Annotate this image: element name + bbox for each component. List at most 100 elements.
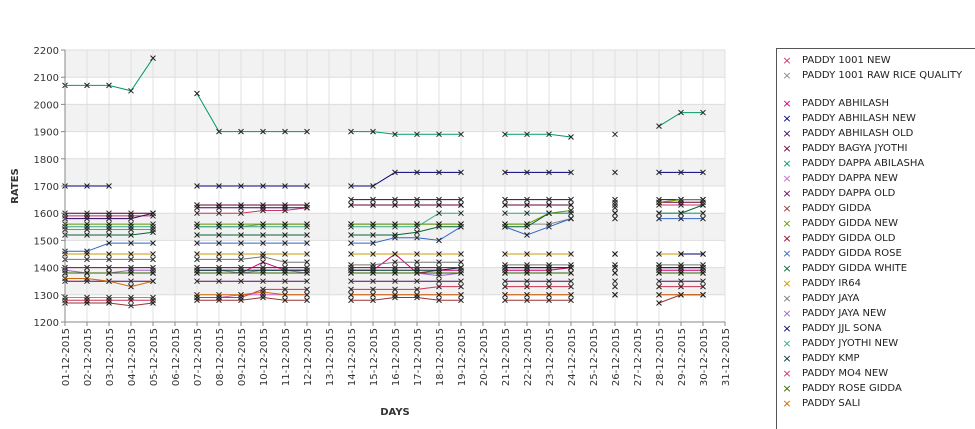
data-point: [458, 131, 464, 138]
data-point: [502, 131, 508, 138]
data-point: [304, 223, 310, 230]
x-tick-label: 27-12-2015: [633, 328, 644, 386]
data-point: [194, 291, 200, 298]
data-point: [568, 210, 574, 217]
legend-label: PADDY ROSE GIDDA: [802, 383, 902, 394]
data-point: [194, 210, 200, 217]
data-point: [348, 262, 354, 268]
data-point: [260, 270, 266, 276]
legend-label: PADDY JYOTHI NEW: [802, 338, 899, 349]
data-point: [304, 297, 310, 304]
data-point: [194, 202, 200, 208]
data-point: [568, 297, 574, 304]
data-point: [216, 232, 222, 238]
data-point: [414, 278, 420, 285]
y-tick-label: 1500: [34, 236, 59, 247]
data-point: [348, 240, 354, 246]
data-point: [678, 270, 684, 276]
data-point: [106, 210, 112, 217]
data-point: [458, 297, 464, 304]
legend: × PADDY 1001 NEW × PADDY 1001 RAW RICE QUAL…: [776, 48, 975, 429]
y-tick-label: 1200: [34, 318, 59, 329]
data-point: [128, 240, 134, 246]
data-point: [238, 270, 244, 276]
legend-marker: ×: [782, 277, 792, 290]
data-point: [436, 196, 442, 203]
legend-label: PADDY DAPPA OLD: [802, 188, 896, 199]
data-point: [84, 297, 90, 304]
data-point: [524, 251, 530, 257]
data-point: [194, 183, 200, 189]
axes: [61, 49, 726, 326]
data-point: [700, 278, 706, 285]
data-point: [524, 196, 530, 203]
data-point: [194, 278, 200, 285]
data-point: [216, 202, 222, 208]
data-point: [216, 240, 222, 246]
data-point: [436, 223, 442, 230]
data-point: [656, 300, 662, 306]
legend-label: PADDY JAYA: [802, 293, 860, 304]
legend-marker: ×: [782, 382, 792, 395]
data-point: [106, 183, 112, 189]
data-point: [238, 240, 244, 246]
data-point: [150, 55, 156, 62]
data-point: [370, 240, 376, 246]
data-point: [348, 286, 354, 293]
legend-label: PADDY 1001 RAW RICE QUALITY: [802, 70, 963, 81]
y-tick-label: 1300: [34, 291, 59, 302]
data-point: [282, 128, 288, 135]
data-point: [128, 251, 134, 257]
data-point: [656, 123, 662, 130]
data-point: [128, 87, 134, 94]
data-point: [546, 196, 552, 203]
data-point: [436, 237, 442, 244]
data-point: [370, 223, 376, 230]
data-point: [282, 259, 288, 266]
data-point: [216, 183, 222, 189]
data-point: [612, 210, 618, 217]
data-point: [106, 223, 112, 230]
data-point: [282, 223, 288, 230]
data-point: [502, 223, 508, 230]
data-point: [348, 278, 354, 285]
data-point: [304, 251, 310, 257]
data-point: [700, 196, 706, 203]
legend-label: PADDY GIDDA: [802, 203, 872, 214]
data-point: [260, 202, 266, 208]
data-point: [150, 278, 156, 285]
data-point: [612, 283, 618, 290]
data-point: [106, 270, 112, 276]
data-point: [568, 215, 574, 222]
data-point: [238, 256, 244, 263]
data-point: [678, 264, 684, 271]
data-point: [568, 291, 574, 298]
data-point: [502, 278, 508, 285]
data-point: [700, 210, 706, 217]
legend-marker: ×: [782, 337, 792, 350]
data-point: [502, 264, 508, 271]
series: [62, 169, 706, 217]
data-point: [678, 169, 684, 176]
data-point: [260, 232, 266, 238]
data-point: [546, 251, 552, 257]
legend-label: PADDY JJL SONA: [802, 323, 882, 334]
data-point: [502, 283, 508, 290]
data-point: [370, 262, 376, 268]
data-point: [502, 291, 508, 298]
data-point: [128, 283, 134, 290]
data-point: [392, 291, 398, 298]
data-point: [106, 297, 112, 304]
series: [62, 199, 706, 217]
data-point: [282, 183, 288, 189]
data-point: [128, 278, 134, 285]
legend-marker: ×: [782, 217, 792, 230]
data-point: [106, 82, 112, 89]
legend-label: PADDY DAPPA ABILASHA: [802, 158, 925, 169]
data-point: [128, 223, 134, 230]
data-point: [414, 202, 420, 208]
data-point: [282, 240, 288, 246]
data-point: [370, 251, 376, 257]
legend-marker: ×: [782, 187, 792, 200]
